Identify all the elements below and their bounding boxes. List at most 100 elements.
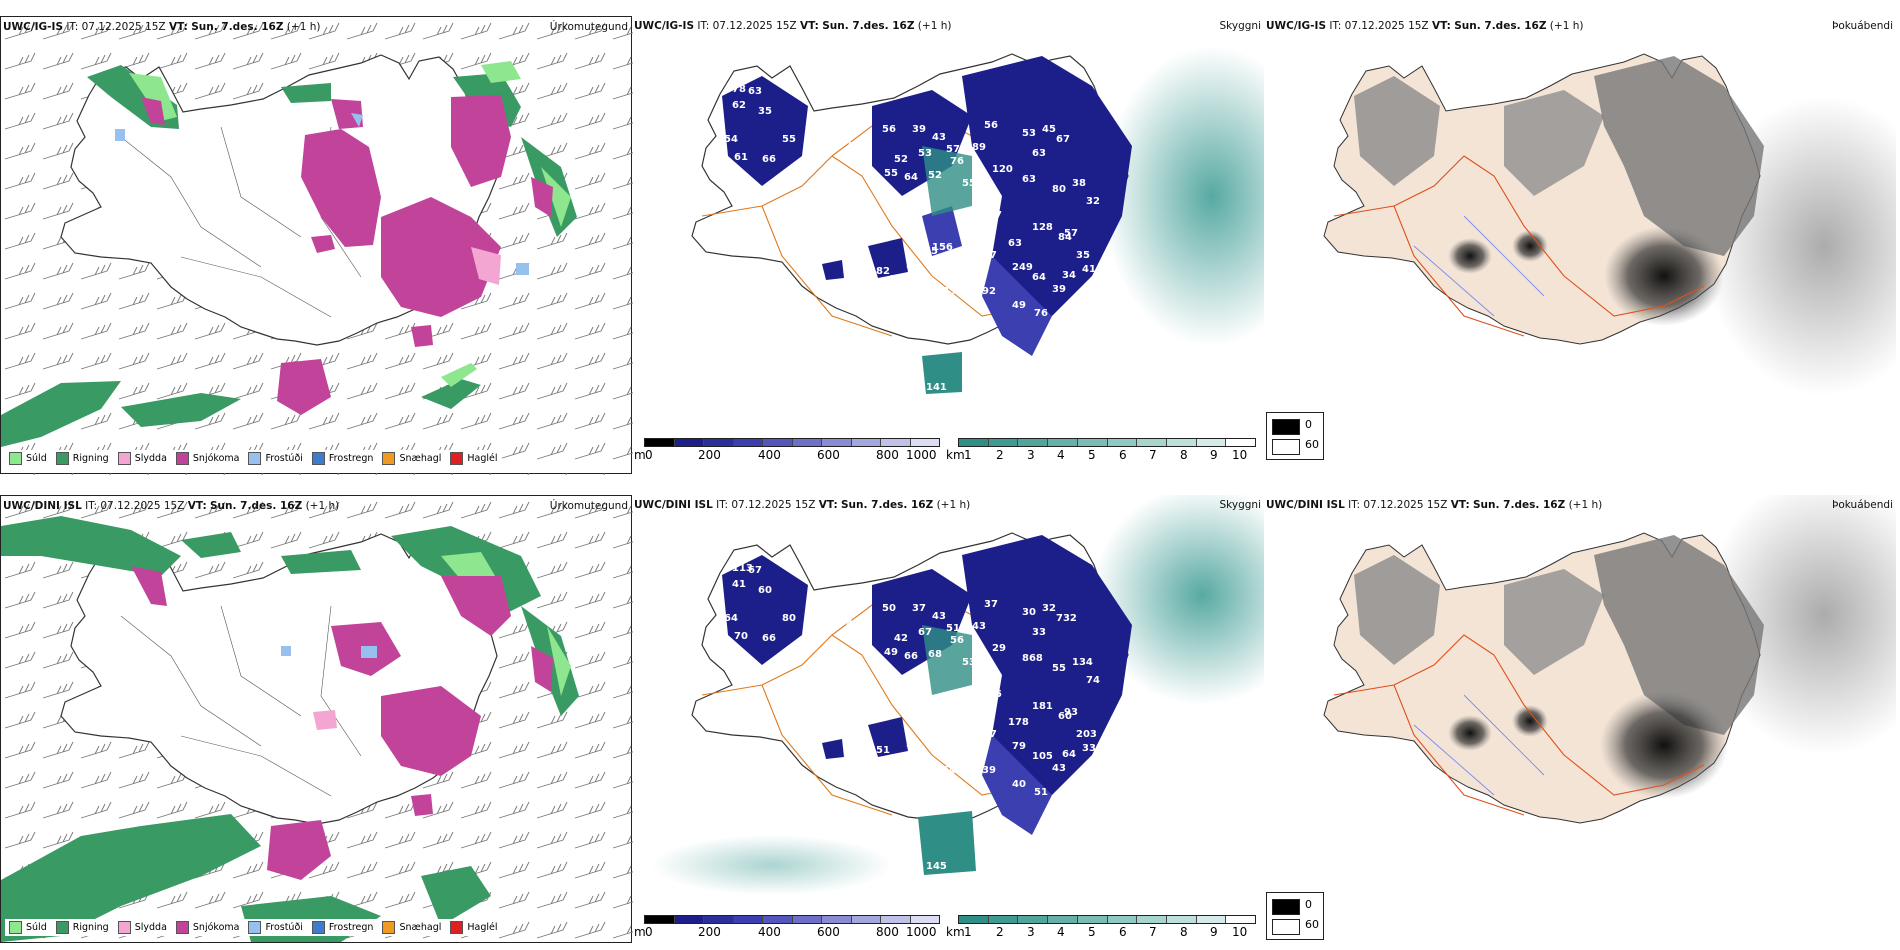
ceiling-label: 70 xyxy=(734,631,748,642)
panel-name: Skyggni xyxy=(1219,499,1262,511)
ceiling-label: 51 xyxy=(946,623,960,634)
precip-legend: Súld Rigning Slydda Snjókoma Frostúði Fr… xyxy=(5,450,502,467)
fog-legend-swatch-min xyxy=(1272,439,1300,455)
ceiling-label: 55 xyxy=(884,168,898,179)
legend-item: Slydda xyxy=(117,452,167,465)
ceiling-label: 64 xyxy=(1032,272,1046,283)
legend-swatch xyxy=(311,921,325,934)
colorbar-unit: km xyxy=(946,925,965,939)
legend-item: Snjókoma xyxy=(175,921,239,934)
panel-name: Skyggni xyxy=(1219,20,1262,32)
ceiling-label: 52 xyxy=(906,260,920,271)
fog-legend-min: 60 xyxy=(1305,918,1319,931)
panel-name: Úrkomutegund xyxy=(549,21,628,33)
ceiling-label: 156 xyxy=(932,242,953,253)
ceiling-label: 83 xyxy=(942,286,956,297)
ceiling-label: 61 xyxy=(734,152,748,163)
legend-item: Súld xyxy=(9,921,47,934)
colorbar-tick: 6 xyxy=(1119,925,1127,939)
ceiling-label: 63 xyxy=(1032,148,1046,159)
precip-legend: Súld Rigning Slydda Snjókoma Frostúði Fr… xyxy=(5,919,502,936)
panel-name: Þokuábendi xyxy=(1832,499,1893,511)
ceiling-label: 76 xyxy=(1034,308,1048,319)
legend-item: Frostúði xyxy=(248,921,303,934)
fog-legend: 0 60 xyxy=(1266,412,1324,460)
legend-swatch xyxy=(117,921,131,934)
ceiling-label: 60 xyxy=(758,585,772,596)
ceiling-label: 57 xyxy=(946,144,960,155)
ceiling-label: 55 xyxy=(924,246,938,257)
ceiling-label: 76 xyxy=(950,156,964,167)
ceiling-label: 77 xyxy=(788,645,802,656)
colorbar-tick: 10 xyxy=(1232,448,1248,462)
ceiling-label: 79 xyxy=(1012,741,1026,752)
legend-swatch xyxy=(175,921,189,934)
colorbar-tick: 6 xyxy=(1119,448,1127,462)
ceiling-label: 78 xyxy=(732,84,746,95)
legend-swatch xyxy=(382,921,396,934)
legend-swatch xyxy=(55,452,69,465)
legend-item: Haglél xyxy=(450,921,498,934)
ceiling-label: 63 xyxy=(1022,174,1036,185)
ceiling-label: 64 xyxy=(1062,749,1076,760)
ceiling-label: 52 xyxy=(894,154,908,165)
ceiling-label: 59 xyxy=(772,663,786,674)
ceiling-label: 52 xyxy=(890,274,904,285)
ceiling-label: 56 xyxy=(984,120,998,131)
ceiling-label: 37 xyxy=(912,603,926,614)
legend-item: Snæhagl xyxy=(382,452,441,465)
colorbar-tick: 10 xyxy=(1232,925,1248,939)
colorbar-tick: 600 xyxy=(817,448,840,462)
fog-legend-swatch-max xyxy=(1272,419,1300,435)
colorbar-tick: 8 xyxy=(1180,448,1188,462)
legend-swatch xyxy=(175,452,189,465)
ceiling-label: 53 xyxy=(962,657,976,668)
ceiling-label: 868 xyxy=(1022,653,1043,664)
ceiling-label: 43 xyxy=(972,621,986,632)
panel-title: UWC/IG-IS IT: 07.12.2025 15Z VT: Sun. 7.… xyxy=(1266,20,1584,32)
ceiling-label: 43 xyxy=(932,611,946,622)
visibility-colorbar-strip xyxy=(958,915,1256,924)
panel-title: UWC/DINI ISL IT: 07.12.2025 15Z VT: Sun.… xyxy=(634,499,971,511)
colorbar-tick: 9 xyxy=(1210,448,1218,462)
ceiling-label: 33 xyxy=(1032,627,1046,638)
legend-swatch xyxy=(9,452,22,465)
colorbar-tick: 200 xyxy=(698,448,721,462)
ceiling-label: 55 xyxy=(1052,663,1066,674)
ceiling-colorbar: m 0 200 400 600 800 1000 xyxy=(634,438,946,464)
ceiling-label: 56 xyxy=(882,124,896,135)
colorbar-tick: 200 xyxy=(698,925,721,939)
ceiling-label: 35 xyxy=(1076,250,1090,261)
ceiling-label: 67 xyxy=(918,627,932,638)
colorbar-tick: 4 xyxy=(1057,448,1065,462)
ceiling-label: 37 xyxy=(984,599,998,610)
ceiling-label: 76 xyxy=(924,725,938,736)
colorbar-tick: 4 xyxy=(1057,925,1065,939)
visibility-colorbar-strip xyxy=(958,438,1256,447)
ceiling-label: 40 xyxy=(782,679,796,690)
ceiling-label: 51 xyxy=(1034,787,1048,798)
legend-item: Haglél xyxy=(450,452,498,465)
ceiling-label: 93 xyxy=(1064,707,1078,718)
fog-legend-max: 0 xyxy=(1305,418,1312,431)
ceiling-label: 92 xyxy=(982,286,996,297)
ceiling-label: 69 xyxy=(972,673,986,684)
ceiling-label: 128 xyxy=(1032,222,1053,233)
fog-indicator-panel-row2: UWC/DINI ISL IT: 07.12.2025 15Z VT: Sun.… xyxy=(1264,495,1896,943)
fog-legend-min: 60 xyxy=(1305,438,1319,451)
legend-item: Rigning xyxy=(55,452,109,465)
ceiling-label: 60 xyxy=(1058,711,1072,722)
precip-type-map xyxy=(1,17,633,475)
ceiling-label: 68 xyxy=(928,649,942,660)
legend-swatch xyxy=(9,921,22,934)
ceiling-label: 35 xyxy=(758,106,772,117)
ceiling-label: 30 xyxy=(1022,607,1036,618)
precip-type-map xyxy=(1,496,633,944)
legend-item: Súld xyxy=(9,452,47,465)
colorbar-tick: 1 xyxy=(964,448,972,462)
ceiling-colorbar-strip xyxy=(644,438,940,447)
ceiling-label: 54 xyxy=(724,134,738,145)
ceiling-label: 732 xyxy=(1056,613,1077,624)
